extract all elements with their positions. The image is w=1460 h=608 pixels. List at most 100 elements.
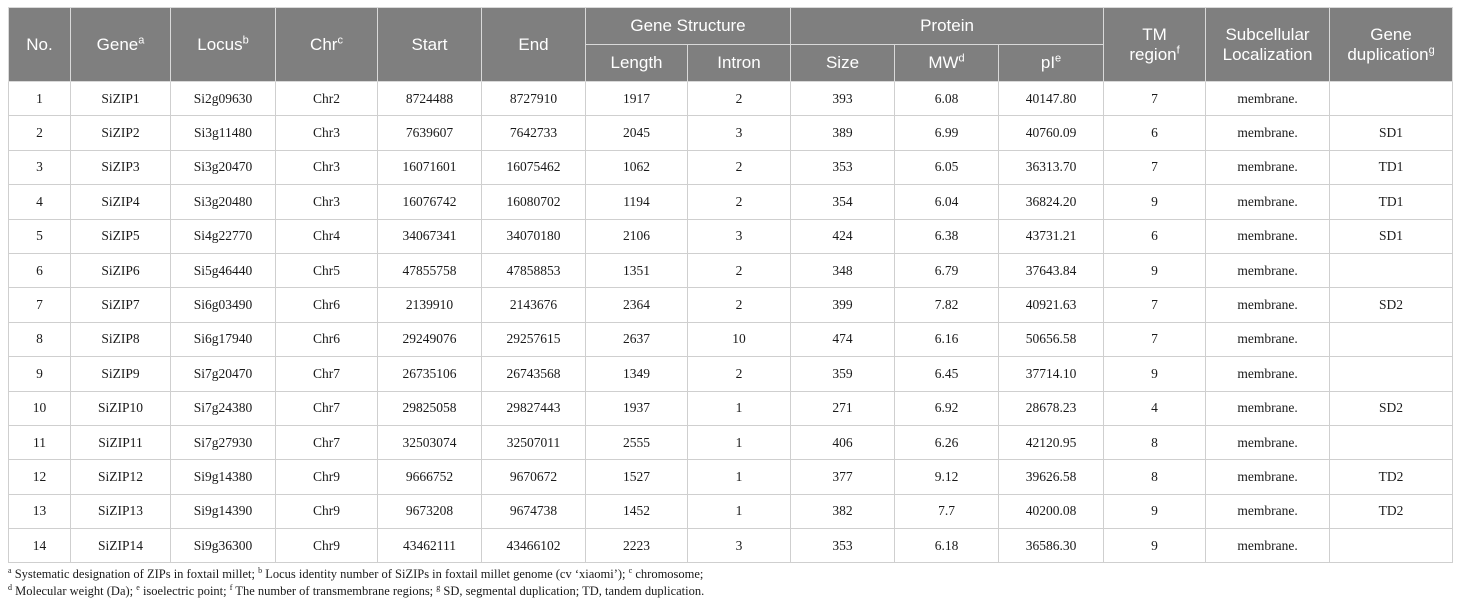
cell-end: 32507011 — [481, 424, 586, 461]
cell-tm-region: 9 — [1103, 356, 1207, 392]
cell-size: 353 — [790, 528, 895, 564]
table-row: 10 SiZIP10 Si7g24380 Chr7 29825058 29827443 19… — [8, 390, 1454, 426]
cell-pi: 37643.84 — [997, 252, 1105, 289]
header-gene: Genea — [70, 7, 171, 82]
cell-start: 9666752 — [377, 459, 482, 495]
cell-tm-region: 7 — [1103, 149, 1207, 186]
cell-gene: SiZIP13 — [70, 493, 171, 530]
table-row: 6 SiZIP6 Si5g46440 Chr5 47855758 47858853 1351… — [8, 252, 1454, 289]
cell-gene-duplication: TD2 — [1329, 493, 1454, 530]
table-header: No. Genea Locusb Chrc Start End Gene Str… — [8, 7, 1454, 82]
cell-mw: 6.26 — [894, 424, 999, 461]
cell-locus: Si9g36300 — [170, 528, 276, 564]
cell-length: 2637 — [585, 321, 688, 358]
cell-gene: SiZIP12 — [70, 459, 171, 495]
cell-gene: SiZIP4 — [70, 184, 171, 220]
cell-mw: 6.92 — [894, 390, 999, 426]
cell-pi: 42120.95 — [997, 424, 1105, 461]
cell-end: 29827443 — [481, 390, 586, 426]
cell-chr: Chr5 — [275, 252, 378, 289]
cell-start: 32503074 — [377, 424, 482, 461]
cell-end: 26743568 — [481, 356, 586, 392]
cell-start: 29249076 — [377, 321, 482, 358]
header-intron: Intron — [687, 44, 791, 82]
cell-no: 4 — [8, 184, 71, 220]
cell-chr: Chr3 — [275, 184, 378, 220]
header-subcellular-localization: Subcellular Localization — [1205, 7, 1331, 82]
cell-locus: Si3g11480 — [170, 115, 276, 151]
cell-mw: 7.82 — [894, 287, 999, 323]
table-row: 5 SiZIP5 Si4g22770 Chr4 34067341 34070180 2106… — [8, 218, 1454, 254]
cell-end: 7642733 — [481, 115, 586, 151]
cell-mw: 6.38 — [894, 218, 999, 254]
cell-no: 2 — [8, 115, 71, 151]
cell-subcellular-localization: membrane. — [1205, 356, 1331, 392]
cell-size: 424 — [790, 218, 895, 254]
cell-start: 16071601 — [377, 149, 482, 186]
cell-pi: 43731.21 — [997, 218, 1105, 254]
cell-size: 474 — [790, 321, 895, 358]
footnote-line-2: d Molecular weight (Da); e isoelectric p… — [8, 582, 705, 598]
cell-locus: Si9g14380 — [170, 459, 276, 495]
cell-chr: Chr7 — [275, 424, 378, 461]
cell-subcellular-localization: membrane. — [1205, 459, 1331, 495]
cell-no: 8 — [8, 321, 71, 358]
cell-intron: 10 — [687, 321, 791, 358]
header-end: End — [481, 7, 586, 82]
table-row: 2 SiZIP2 Si3g11480 Chr3 7639607 7642733 2045 3 3… — [8, 115, 1454, 151]
cell-chr: Chr9 — [275, 493, 378, 530]
cell-size: 406 — [790, 424, 895, 461]
cell-tm-region: 6 — [1103, 218, 1207, 254]
cell-chr: Chr2 — [275, 80, 378, 117]
cell-no: 14 — [8, 528, 71, 564]
cell-locus: Si7g20470 — [170, 356, 276, 392]
cell-gene-duplication — [1329, 252, 1454, 289]
cell-chr: Chr7 — [275, 356, 378, 392]
cell-length: 1062 — [585, 149, 688, 186]
table-row: 14 SiZIP14 Si9g36300 Chr9 43462111 43466102 22… — [8, 528, 1454, 564]
cell-length: 2364 — [585, 287, 688, 323]
header-chr: Chrc — [275, 7, 378, 82]
cell-intron: 1 — [687, 493, 791, 530]
cell-no: 10 — [8, 390, 71, 426]
cell-locus: Si3g20470 — [170, 149, 276, 186]
cell-length: 1917 — [585, 80, 688, 117]
cell-subcellular-localization: membrane. — [1205, 493, 1331, 530]
cell-pi: 50656.58 — [997, 321, 1105, 358]
cell-subcellular-localization: membrane. — [1205, 287, 1331, 323]
cell-size: 348 — [790, 252, 895, 289]
cell-length: 2045 — [585, 115, 688, 151]
cell-mw: 6.79 — [894, 252, 999, 289]
cell-subcellular-localization: membrane. — [1205, 218, 1331, 254]
cell-chr: Chr9 — [275, 528, 378, 564]
cell-start: 29825058 — [377, 390, 482, 426]
cell-mw: 9.12 — [894, 459, 999, 495]
cell-locus: Si7g27930 — [170, 424, 276, 461]
cell-mw: 6.08 — [894, 80, 999, 117]
cell-tm-region: 9 — [1103, 252, 1207, 289]
cell-intron: 3 — [687, 115, 791, 151]
cell-pi: 36824.20 — [997, 184, 1105, 220]
cell-subcellular-localization: membrane. — [1205, 184, 1331, 220]
cell-intron: 2 — [687, 149, 791, 186]
cell-intron: 3 — [687, 218, 791, 254]
cell-length: 2223 — [585, 528, 688, 564]
cell-gene-duplication: TD2 — [1329, 459, 1454, 495]
cell-gene-duplication: SD1 — [1329, 115, 1454, 151]
cell-end: 2143676 — [481, 287, 586, 323]
cell-size: 353 — [790, 149, 895, 186]
cell-start: 43462111 — [377, 528, 482, 564]
cell-chr: Chr9 — [275, 459, 378, 495]
cell-end: 43466102 — [481, 528, 586, 564]
table-body: 1 SiZIP1 Si2g09630 Chr2 8724488 8727910 1917 2 3… — [8, 80, 1454, 564]
cell-locus: Si9g14390 — [170, 493, 276, 530]
cell-gene-duplication — [1329, 80, 1454, 117]
cell-intron: 2 — [687, 252, 791, 289]
cell-tm-region: 9 — [1103, 493, 1207, 530]
cell-gene-duplication — [1329, 424, 1454, 461]
cell-start: 26735106 — [377, 356, 482, 392]
header-start: Start — [377, 7, 482, 82]
cell-size: 393 — [790, 80, 895, 117]
header-no: No. — [8, 7, 71, 82]
cell-gene: SiZIP6 — [70, 252, 171, 289]
